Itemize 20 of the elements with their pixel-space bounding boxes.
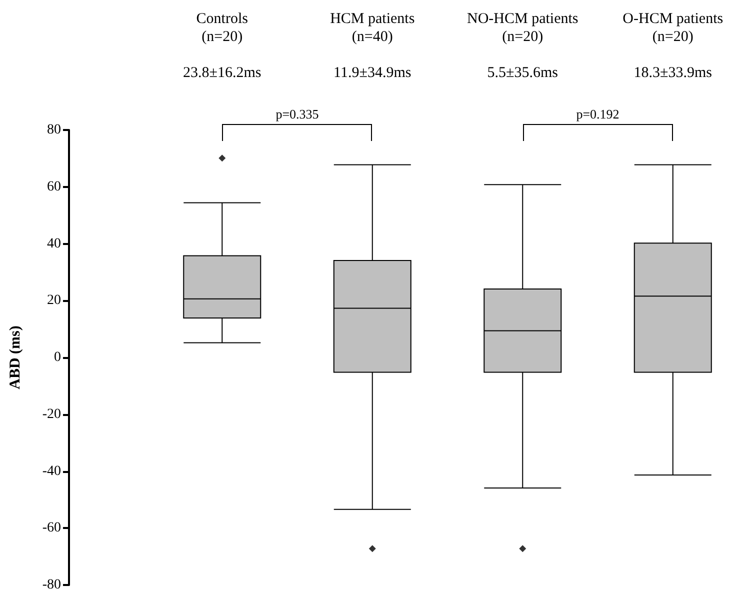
y-tick-label: 0 xyxy=(54,350,61,365)
x-tick-label: O-HCM patients (n=20) xyxy=(622,11,724,45)
text: p=0.335 xyxy=(276,106,319,122)
x-tick-label: Controls (n=20) xyxy=(196,11,248,45)
y-tick-label: 20 xyxy=(47,293,61,308)
y-tick-label: -60 xyxy=(42,520,61,536)
text: p=0.192 xyxy=(576,106,620,122)
text: 11.9±34.9ms xyxy=(334,65,412,81)
y-tick-label: 40 xyxy=(47,236,61,252)
x-tick-label: HCM patients (n=40) xyxy=(330,11,415,45)
y-tick-label: 80 xyxy=(47,122,61,138)
x-tick-label: NO-HCM patients (n=20) xyxy=(467,11,578,45)
y-tick-label: -40 xyxy=(42,464,61,479)
y-axis-title: ABD (ms) xyxy=(8,326,24,390)
text: 23.8±16.2ms xyxy=(183,65,262,81)
y-tick-label: -20 xyxy=(42,406,61,422)
text: 18.3±33.9ms xyxy=(634,65,712,81)
text: 5.5±35.6ms xyxy=(487,65,558,81)
y-tick-label: -80 xyxy=(42,578,61,592)
y-tick-label: 60 xyxy=(47,179,61,194)
